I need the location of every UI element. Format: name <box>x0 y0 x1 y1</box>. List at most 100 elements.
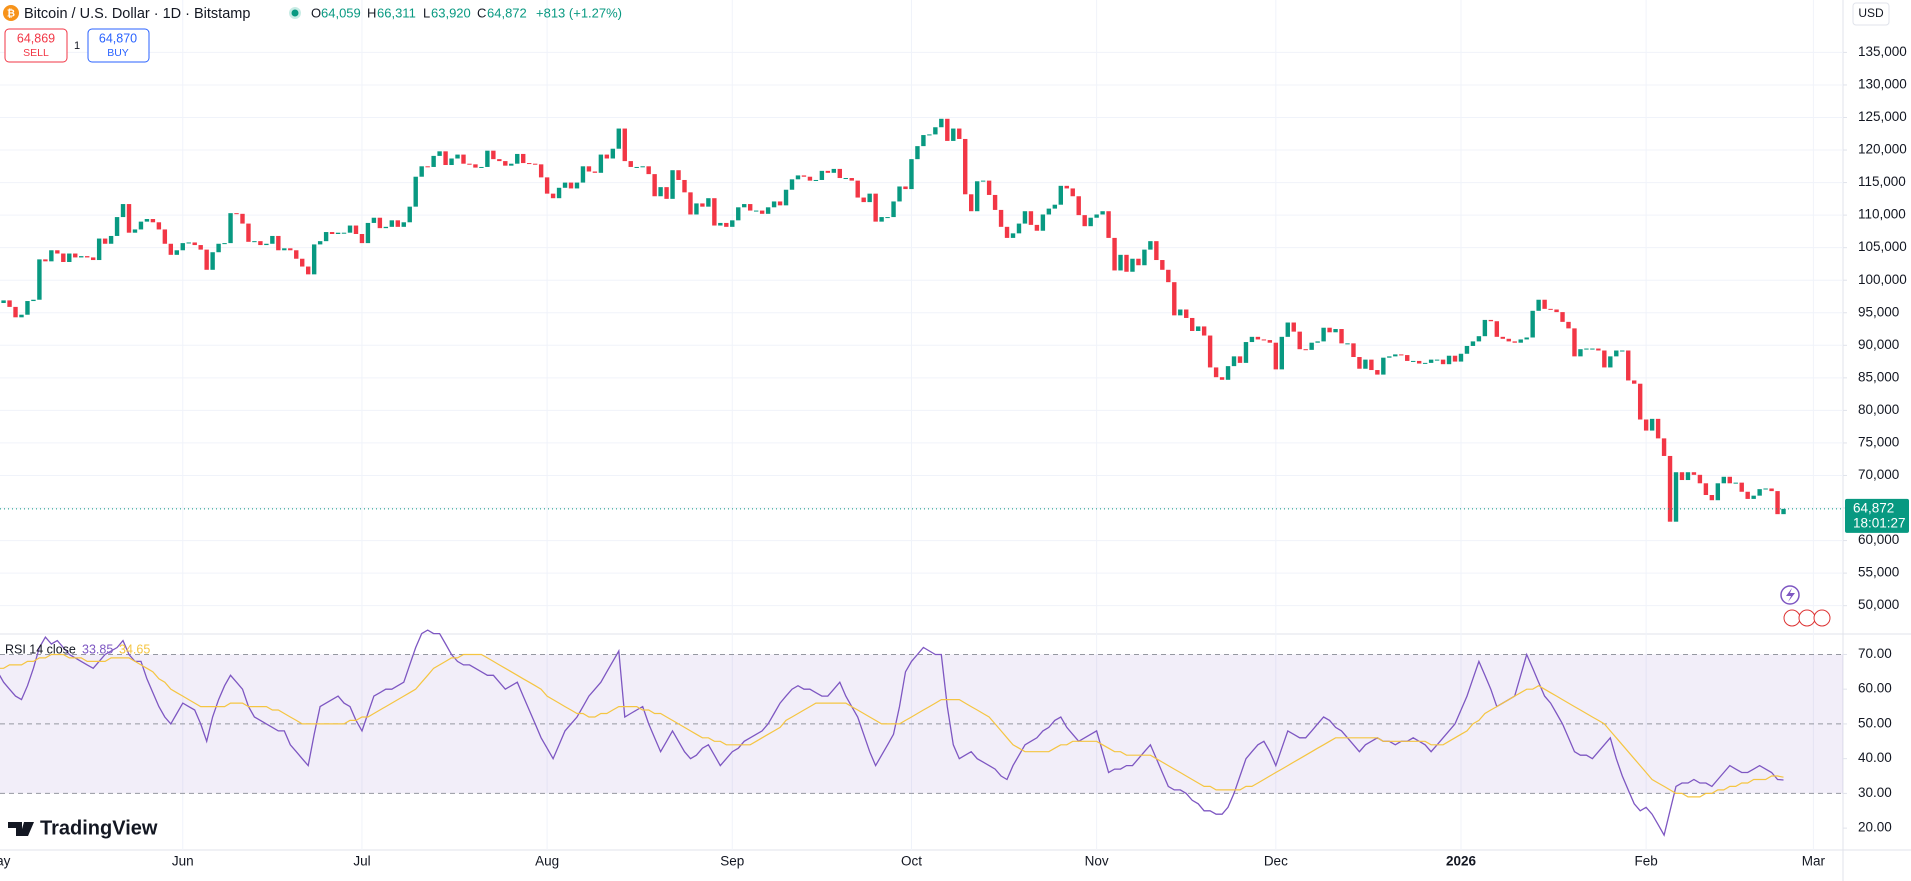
candle <box>371 217 377 223</box>
y-tick-label: 55,000 <box>1858 565 1899 580</box>
candle <box>646 166 651 175</box>
y-tick-label: 70,000 <box>1858 467 1899 482</box>
candle <box>1094 214 1099 218</box>
candle <box>288 248 293 251</box>
candle <box>270 235 275 244</box>
candle <box>222 243 227 245</box>
buy-button[interactable] <box>87 28 150 63</box>
candle <box>1 300 6 303</box>
candle <box>7 300 12 307</box>
candle <box>706 198 711 207</box>
event-icon[interactable] <box>1813 609 1831 627</box>
candle <box>413 176 418 207</box>
candle <box>1560 312 1565 322</box>
candle <box>1166 269 1171 283</box>
y-tick-label: 30.00 <box>1858 785 1892 800</box>
candle <box>132 229 138 233</box>
ohlc-value: 66,311 <box>377 5 416 20</box>
candle <box>1154 241 1159 261</box>
y-tick-label: 90,000 <box>1858 337 1899 352</box>
candle <box>79 256 84 258</box>
event-icon[interactable] <box>1798 609 1816 627</box>
currency-button[interactable] <box>1852 2 1890 26</box>
rsi-pane <box>0 629 1843 837</box>
candle <box>1010 233 1016 238</box>
sell-button[interactable] <box>4 28 68 63</box>
x-tick-label: Jul <box>353 854 370 869</box>
grid <box>0 0 1843 850</box>
candle <box>162 229 168 244</box>
candle <box>879 217 884 222</box>
ohlc-key: L <box>423 5 430 20</box>
candle <box>700 203 705 207</box>
candle <box>497 159 502 162</box>
candle <box>831 168 837 173</box>
market-status[interactable] <box>291 9 299 17</box>
candle <box>759 210 765 214</box>
candle <box>90 257 96 261</box>
candle <box>258 241 263 246</box>
candle <box>544 177 550 194</box>
candle <box>1327 327 1332 333</box>
sell-label: SELL <box>23 47 49 59</box>
candle <box>1315 341 1320 343</box>
candle <box>604 154 610 159</box>
candle <box>1357 357 1362 369</box>
last-price-box <box>1845 498 1909 533</box>
candle <box>1405 355 1410 361</box>
candle <box>1548 308 1553 310</box>
candle <box>186 242 191 244</box>
candle <box>951 128 956 141</box>
candle <box>1172 282 1177 316</box>
candle <box>43 259 48 262</box>
candle <box>945 118 950 141</box>
candle <box>1757 489 1762 496</box>
candle <box>610 148 616 159</box>
candle <box>443 151 448 166</box>
candle <box>1536 299 1541 311</box>
candle <box>246 223 251 242</box>
candle <box>688 192 693 215</box>
event-icon[interactable] <box>1783 609 1801 627</box>
candle <box>1452 355 1458 362</box>
candle <box>1428 359 1434 363</box>
candle <box>574 182 580 189</box>
candle <box>1028 211 1034 225</box>
y-tick-label: 130,000 <box>1858 77 1907 92</box>
candle <box>300 258 305 267</box>
candle <box>849 178 854 181</box>
countdown: 18:01:27 <box>1853 515 1906 530</box>
candle <box>927 134 932 136</box>
candle <box>401 222 406 227</box>
candle <box>1422 362 1428 364</box>
x-tick-label: Mar <box>1802 854 1826 869</box>
candle <box>1721 476 1726 484</box>
y-tick-label: 125,000 <box>1858 109 1907 124</box>
candle <box>1082 215 1087 227</box>
candle <box>210 252 215 270</box>
candle <box>897 186 902 202</box>
candle <box>1016 223 1022 234</box>
candle <box>150 219 156 223</box>
btc-icon-glyph: ₿ <box>7 8 15 20</box>
x-tick-label: Aug <box>535 854 559 869</box>
symbol[interactable]: Bitcoin / U.S. Dollar · 1D · Bitstamp <box>24 6 250 22</box>
candle <box>347 225 353 233</box>
brand[interactable]: TradingView <box>40 817 158 839</box>
candle <box>126 204 132 233</box>
candle <box>84 256 90 258</box>
candle <box>777 201 783 206</box>
rsi-title: RSI 14 close <box>5 642 76 656</box>
candle <box>1321 327 1326 342</box>
ohlc-key: O <box>311 5 321 20</box>
quantity[interactable]: 1 <box>74 40 80 52</box>
candle <box>1626 350 1631 381</box>
candle <box>568 182 574 189</box>
candle <box>753 210 759 212</box>
candle <box>992 194 998 210</box>
ohlc-key: H <box>367 5 376 20</box>
buy-price: 64,870 <box>99 31 137 45</box>
candle <box>867 193 872 203</box>
candle <box>515 153 520 164</box>
candle <box>1703 483 1709 496</box>
